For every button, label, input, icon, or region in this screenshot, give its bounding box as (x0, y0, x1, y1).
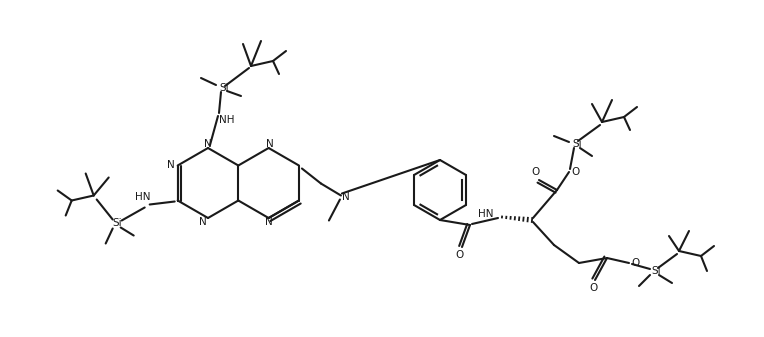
Text: N: N (204, 139, 212, 149)
Text: Si: Si (651, 266, 661, 276)
Text: N: N (199, 217, 207, 227)
Text: HN: HN (478, 209, 494, 219)
Text: Si: Si (219, 83, 228, 93)
Text: O: O (631, 258, 639, 268)
Text: N: N (342, 191, 350, 202)
Text: O: O (589, 283, 597, 293)
Text: NH: NH (219, 115, 235, 125)
Text: N: N (265, 217, 273, 227)
Text: HN: HN (135, 192, 151, 203)
Text: Si: Si (112, 218, 121, 228)
Text: N: N (167, 160, 174, 171)
Text: Si: Si (572, 139, 582, 149)
Text: O: O (531, 167, 539, 177)
Text: O: O (571, 167, 579, 177)
Text: O: O (456, 250, 464, 260)
Text: N: N (266, 139, 274, 149)
